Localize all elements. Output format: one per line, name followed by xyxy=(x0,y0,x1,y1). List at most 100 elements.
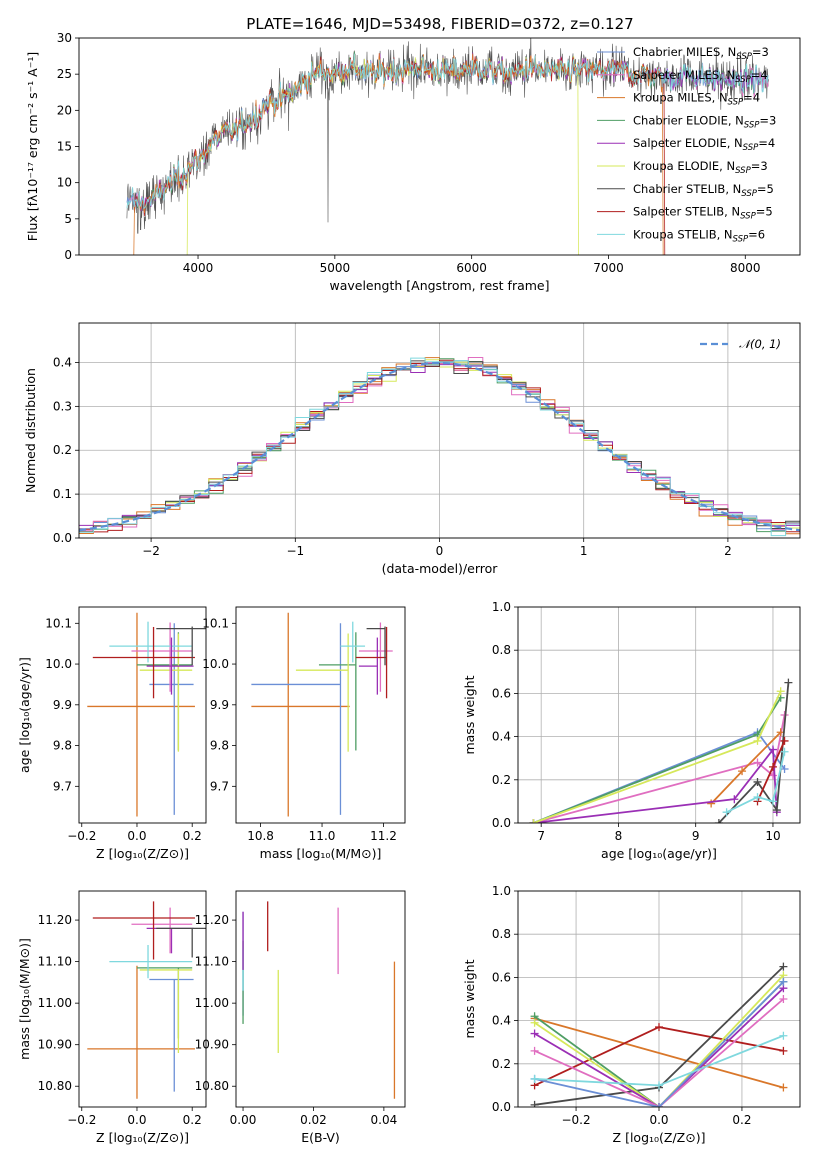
weight-marker xyxy=(779,1083,788,1092)
y-tick-label: 10.1 xyxy=(202,616,229,630)
axes-frame xyxy=(78,37,801,256)
axes-frame xyxy=(517,890,801,1108)
y-axis-label: Flux [fλ10⁻¹⁷ erg cm⁻² s⁻¹ A⁻¹] xyxy=(25,52,40,241)
weight-series-6 xyxy=(534,998,784,1107)
plot-area xyxy=(530,962,788,1107)
weight-marker xyxy=(780,765,789,773)
x-tick-label: 5000 xyxy=(320,261,351,275)
weight-series-4 xyxy=(533,747,778,823)
y-tick-label: 20 xyxy=(57,103,72,117)
weight-marker xyxy=(780,747,789,756)
x-tick-label: −1 xyxy=(286,544,304,558)
y-tick-label: 0.2 xyxy=(53,443,72,457)
weight-marker xyxy=(655,1023,663,1032)
errorbar-point-8 xyxy=(366,626,386,666)
x-tick-label: 10.8 xyxy=(247,829,274,843)
panel-spectrum: 4000 5000 6000 7000 8000 0 5 10 15 20 25 30 waveleng… xyxy=(25,31,801,293)
x-axis-label: wavelength [Angstrom, rest frame] xyxy=(329,278,549,293)
panel-mass-vs-ebv: 0.00 0.02 0.04 10.80 10.90 11.00 11.10 11.20 E(B… xyxy=(195,890,406,1145)
x-tick-label: 7 xyxy=(537,829,545,843)
weight-series-1 xyxy=(533,714,786,823)
plot-area xyxy=(242,901,396,1099)
errorbar-point-2 xyxy=(318,632,357,751)
y-tick-label: 11.10 xyxy=(38,955,72,969)
legend-label-6: Chabrier STELIB, NSSP=5 xyxy=(633,182,774,199)
weight-marker xyxy=(753,777,762,786)
y-tick-label: 11.00 xyxy=(195,996,229,1010)
errorbar-point-2 xyxy=(136,632,193,751)
y-tick-label: 15 xyxy=(57,140,72,154)
y-axis-label: mass weight xyxy=(462,675,477,754)
y-tick-label: 0.0 xyxy=(53,531,72,545)
weight-marker xyxy=(722,808,731,817)
weight-marker xyxy=(753,793,762,802)
y-tick-label: 9.7 xyxy=(210,779,229,793)
x-tick-label: 0 xyxy=(436,544,444,558)
x-tick-label: 0.02 xyxy=(300,1113,327,1127)
y-tick-label: 10 xyxy=(57,176,72,190)
y-tick-label: 11.20 xyxy=(195,913,229,927)
y-tick-label: 10.80 xyxy=(195,1079,229,1093)
x-tick-label: 1 xyxy=(580,544,588,558)
errorbar-point-3 xyxy=(295,633,349,752)
axes-frame xyxy=(78,890,207,1108)
axes-frame xyxy=(235,890,406,1108)
x-tick-label: 0.0 xyxy=(127,829,146,843)
errorbar-point-5 xyxy=(109,945,193,979)
panel-age-vs-Z: −0.2 0.0 0.2 9.7 9.8 9.9 10.0 10.1 Z [log₁₀(Z/Z⊙… xyxy=(17,606,207,861)
y-tick-label: 11.10 xyxy=(195,955,229,969)
y-axis-label: Normed distribution xyxy=(23,368,38,493)
histogram-series-8 xyxy=(79,357,800,537)
weight-series-4 xyxy=(534,974,785,1107)
normal-curve xyxy=(79,361,800,532)
errorbar-point-2 xyxy=(136,967,193,1039)
errorbar-point-4 xyxy=(131,907,193,954)
plot-area xyxy=(251,612,393,817)
weight-marker xyxy=(530,1100,539,1107)
axes-frame xyxy=(78,322,801,539)
x-tick-label: 6000 xyxy=(456,261,487,275)
weight-marker xyxy=(768,771,777,780)
weight-marker xyxy=(779,962,788,971)
errorbar-point-3 xyxy=(139,969,193,1053)
y-tick-label: 0.1 xyxy=(53,487,72,501)
weight-marker xyxy=(655,1081,663,1090)
weight-marker xyxy=(730,795,739,804)
weight-marker xyxy=(714,819,723,823)
y-tick-label: 9.8 xyxy=(53,739,72,753)
y-tick-label: 10.0 xyxy=(45,657,72,671)
x-axis-label: age [log₁₀(age/yr)] xyxy=(601,846,717,861)
x-axis-label: (data-model)/error xyxy=(382,561,499,576)
errorbar-point-3 xyxy=(139,633,193,752)
errorbar-point-0 xyxy=(87,965,195,1099)
errorbar-point-8 xyxy=(156,626,206,666)
x-tick-label: 0.04 xyxy=(371,1113,398,1127)
weight-marker xyxy=(779,995,788,1003)
figure-title: PLATE=1646, MJD=53498, FIBERID=0372, z=0… xyxy=(246,15,633,33)
y-tick-label: 9.8 xyxy=(210,739,229,753)
y-axis-label: mass [log₁₀(M/M⊙)] xyxy=(17,938,32,1060)
x-tick-label: 7000 xyxy=(593,261,624,275)
y-axis-label: age [log₁₀(age/yr)] xyxy=(17,657,32,773)
x-tick-label: 0.2 xyxy=(183,829,202,843)
panel-mass-weight-vs-Z: −0.2 0.0 0.2 0.0 0.2 0.4 0.6 0.8 1.0 Z [log₁₀(Z/Z… xyxy=(462,884,801,1145)
y-tick-label: 1.0 xyxy=(492,884,511,898)
x-tick-label: 8000 xyxy=(730,261,761,275)
x-tick-label: 9 xyxy=(692,829,700,843)
y-tick-label: 10.90 xyxy=(195,1038,229,1052)
plot-area xyxy=(126,38,769,255)
y-tick-label: 10.1 xyxy=(45,616,72,630)
x-tick-label: 0.00 xyxy=(230,1113,257,1127)
y-tick-label: 0.0 xyxy=(492,1100,511,1114)
y-tick-label: 30 xyxy=(57,31,72,45)
x-tick-label: 2 xyxy=(724,544,732,558)
weight-series-7 xyxy=(534,981,785,1107)
weight-marker xyxy=(776,687,785,696)
spectrum-legend: Chabrier MILES, NSSP=3 Salpeter MILES, NS… xyxy=(597,45,776,244)
spectrum-series-2 xyxy=(133,53,664,255)
y-axis-label: mass weight xyxy=(462,959,477,1038)
y-tick-label: 0.2 xyxy=(492,1057,511,1071)
errorbar-point-1 xyxy=(251,623,342,815)
x-tick-label: 0.2 xyxy=(183,1113,202,1127)
x-tick-label: 8 xyxy=(615,829,623,843)
